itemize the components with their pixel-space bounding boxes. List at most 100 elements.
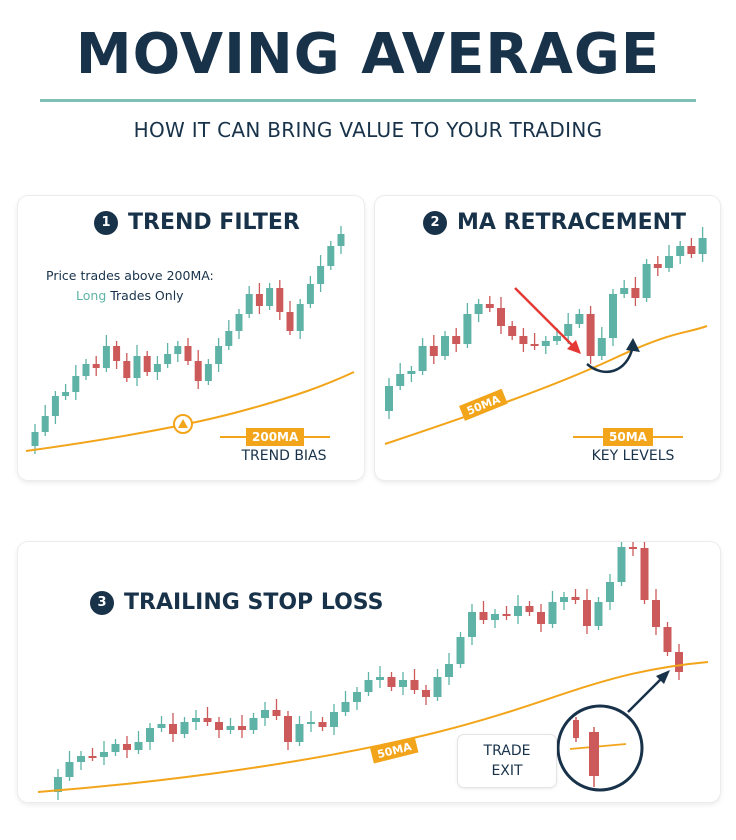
candle <box>133 356 141 378</box>
candle <box>575 314 584 324</box>
candle <box>203 718 212 722</box>
ma-50-line <box>384 325 708 445</box>
candle <box>687 246 696 254</box>
ma-label-tag: 50MA <box>459 388 508 421</box>
bounce-arrow-head <box>626 338 640 352</box>
candle <box>65 762 74 777</box>
candle <box>249 718 258 730</box>
trend-note-line2: Long Trades Only <box>46 286 214 306</box>
candle <box>456 637 465 664</box>
candle <box>441 336 449 356</box>
candle <box>284 716 292 742</box>
ma-retracement-chart: 50MA <box>384 227 708 445</box>
candle <box>445 664 453 677</box>
candle <box>631 288 640 298</box>
candle <box>174 346 182 354</box>
trend-note: Price trades above 200MA: Long Trades On… <box>46 266 214 306</box>
candle <box>541 341 550 346</box>
trade-exit-label: TRADE EXIT <box>458 735 556 787</box>
panel-title-text: TRAILING STOP LOSS <box>124 590 384 615</box>
candle <box>698 238 707 254</box>
candle <box>514 606 522 616</box>
trailing-stop-chart: 50MA <box>37 542 709 800</box>
panel-title: 2 MA RETRACEMENT <box>423 210 686 235</box>
candle <box>318 722 327 727</box>
candle <box>675 652 683 672</box>
candle <box>184 346 192 361</box>
candle <box>620 288 629 294</box>
candle <box>215 722 223 730</box>
candle <box>272 710 281 716</box>
candle <box>266 288 274 306</box>
candle <box>295 724 304 742</box>
candle <box>560 597 568 602</box>
ma-200-line <box>25 371 355 452</box>
ma-retracement-card: 50MA 2 MA RETRACEMENT 50MA KEY LEVELS <box>375 196 720 480</box>
candle <box>306 284 314 304</box>
candle <box>235 314 243 331</box>
candle <box>192 718 200 722</box>
candle <box>123 744 131 750</box>
candle <box>226 726 235 730</box>
candle <box>157 724 166 728</box>
candle <box>617 547 626 582</box>
candle <box>463 314 472 344</box>
candle <box>396 374 405 386</box>
candle <box>640 548 649 600</box>
candle <box>286 312 294 331</box>
candle <box>204 364 212 381</box>
candle <box>676 246 685 256</box>
candle <box>296 304 304 331</box>
candle <box>474 304 483 314</box>
candle <box>525 606 534 612</box>
trend-bias-caption: TREND BIAS <box>241 448 327 464</box>
ma-tag: 200MA <box>220 428 331 446</box>
candle <box>364 680 373 692</box>
candle <box>571 597 580 600</box>
candle <box>663 627 672 652</box>
candle <box>180 722 189 734</box>
step-number-badge: 1 <box>94 210 118 235</box>
step-number-badge: 3 <box>90 590 114 615</box>
candle <box>307 722 315 724</box>
candle <box>255 294 263 306</box>
trade-exit-line2: EXIT <box>491 763 523 779</box>
bounce-arrow <box>586 345 635 374</box>
page-title: MOVING AVERAGE <box>75 22 661 87</box>
candle <box>353 692 361 702</box>
candle <box>387 677 396 687</box>
candle <box>215 346 223 364</box>
candle <box>502 614 511 616</box>
candle <box>564 324 573 336</box>
ma-tag-label: 200MA <box>246 428 305 446</box>
candle <box>62 392 70 396</box>
candle <box>452 336 461 344</box>
candle <box>54 777 62 792</box>
candle <box>422 690 430 697</box>
candle <box>548 602 557 624</box>
candle <box>665 256 673 268</box>
trailing-stop-card: 50MA 3 TRAILING STOP LOSS TRADE EXIT <box>18 542 720 802</box>
candle <box>100 752 108 757</box>
candle <box>385 386 393 411</box>
candle <box>330 712 338 727</box>
candle <box>169 724 177 734</box>
candle <box>609 294 617 338</box>
candle <box>376 677 384 680</box>
key-levels-caption: KEY LEVELS <box>591 448 675 464</box>
candle <box>194 361 202 381</box>
candle <box>530 344 539 346</box>
candle <box>653 264 662 268</box>
candle <box>72 376 80 392</box>
candle <box>153 364 161 372</box>
trend-filter-chart <box>25 226 355 454</box>
page-subtitle: HOW IT CAN BRING VALUE TO YOUR TRADING <box>133 118 603 142</box>
ma-tag-label: 50MA <box>603 428 653 446</box>
candle <box>134 742 143 750</box>
candle <box>418 346 427 371</box>
candle <box>652 600 660 627</box>
candle <box>399 680 407 687</box>
candle <box>497 308 505 326</box>
candle <box>261 710 269 718</box>
candle <box>410 680 419 690</box>
